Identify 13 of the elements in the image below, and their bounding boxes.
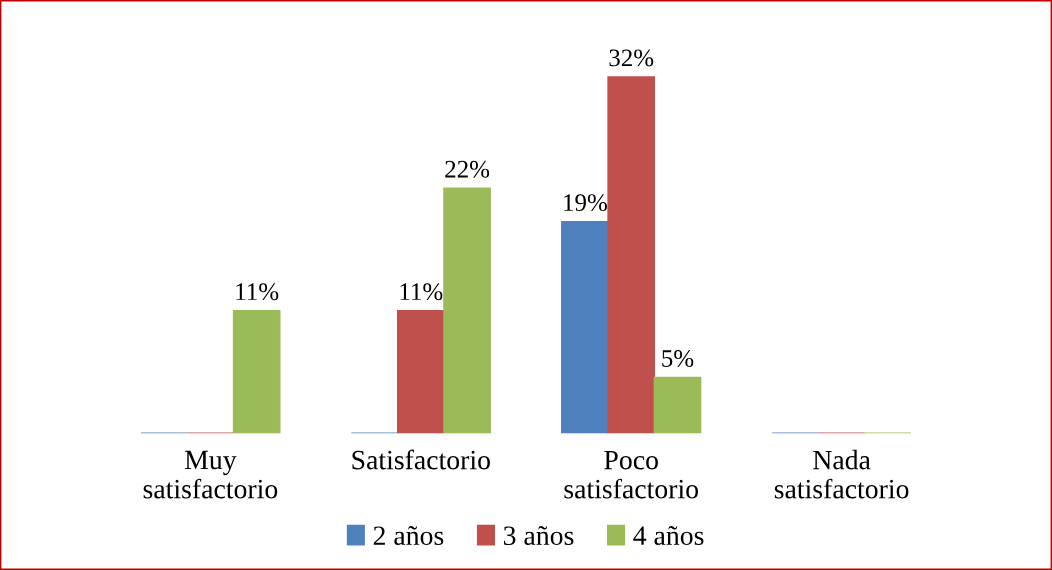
data-label: 11% <box>400 283 443 301</box>
x-tick-label: Muy satisfactorio <box>143 450 278 499</box>
legend-label: 4 años <box>633 526 704 546</box>
data-label: 32% <box>609 49 654 67</box>
x-tick-label: Poco satisfactorio <box>564 450 699 499</box>
data-label: 22% <box>445 160 490 178</box>
data-label: 5% <box>662 350 694 367</box>
data-label: 19% <box>564 194 607 212</box>
legend-label: 2 años <box>373 526 444 546</box>
data-label: 11% <box>236 283 279 301</box>
x-tick-label: Nada satisfactorio <box>774 449 909 499</box>
x-tick-label: Satisfactorio <box>352 449 490 470</box>
legend-label: 3 años <box>503 526 574 546</box>
